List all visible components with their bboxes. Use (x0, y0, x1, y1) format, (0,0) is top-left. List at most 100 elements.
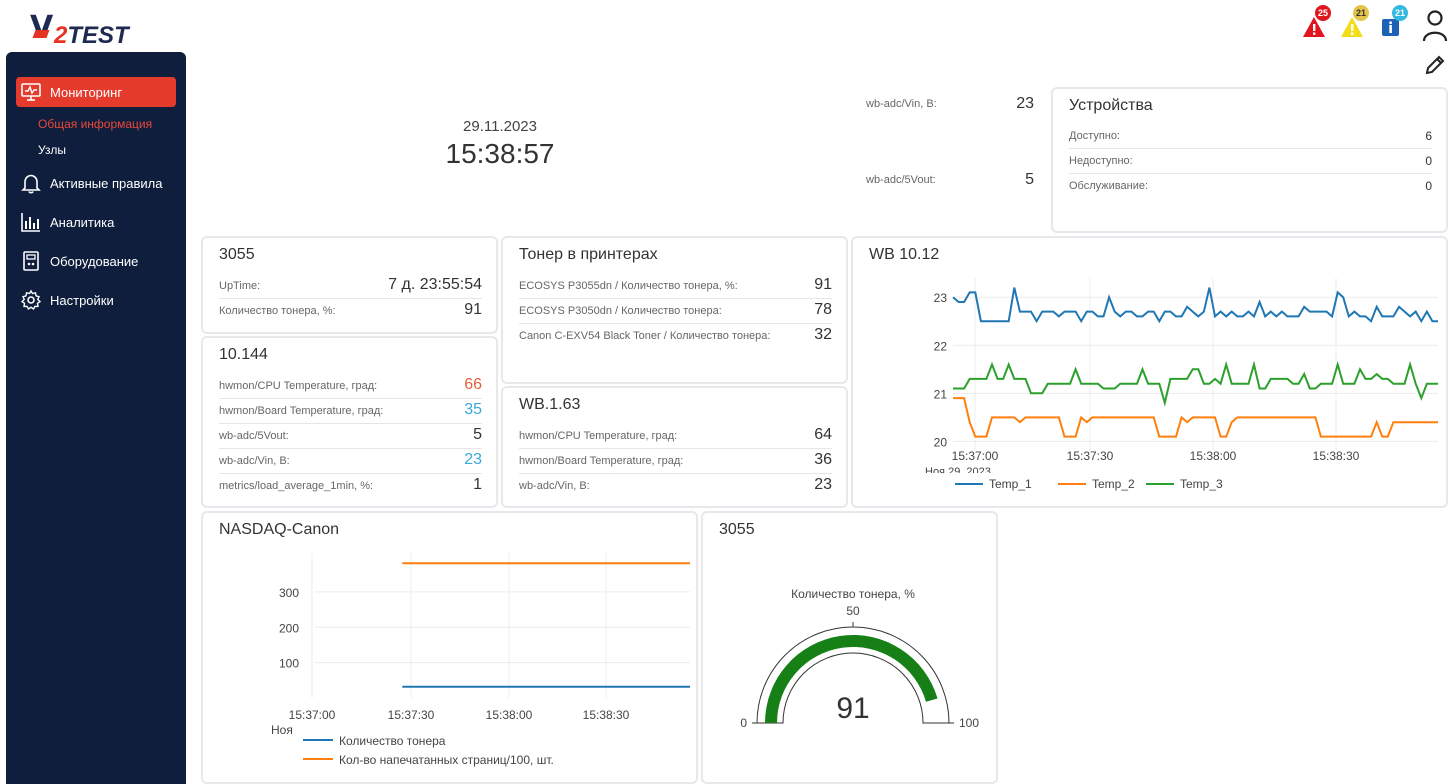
sidebar-item-active-rules[interactable]: Активные правила (16, 168, 176, 198)
x-tick-label: 15:38:00 (1190, 449, 1237, 463)
x-tick-label: 15:38:30 (1313, 449, 1360, 463)
sidebar-item-analytics[interactable]: Аналитика (16, 207, 176, 237)
table-row: wb-adc/Vin, В: 23 (219, 449, 482, 474)
x-tick-label: 15:38:30 (583, 708, 630, 722)
wb163-card: WB.1.63 hwmon/CPU Temperature, град: 64 h… (501, 386, 848, 508)
monitor-icon (21, 83, 41, 101)
user-icon (1422, 10, 1448, 42)
gauge-label: Количество тонера, % (791, 587, 915, 601)
sidebar-item-label: Мониторинг (50, 84, 123, 100)
clock-date: 29.11.2023 (463, 118, 537, 135)
table-row: wb-adc/Vin, В: 23 (519, 476, 832, 493)
series-line-temp_1 (952, 287, 1438, 324)
warning-yellow-icon (1341, 17, 1363, 37)
sidebar-item-equipment[interactable]: Оборудование (16, 246, 176, 276)
sidebar-item-label: Настройки (50, 292, 114, 308)
top-value-5vout: 5 (1025, 171, 1034, 188)
y-tick-label: 21 (934, 387, 948, 401)
table-row: hwmon/Board Temperature, град: 36 (519, 449, 832, 474)
y-tick-label: 22 (934, 339, 948, 353)
alert-info-badge: 21 (1392, 5, 1408, 21)
logo-v: V (30, 10, 54, 45)
alert-info-button[interactable]: 21 (1378, 5, 1408, 40)
alert-warning-button[interactable]: 21 (1339, 5, 1369, 40)
gauge-fill (765, 635, 938, 723)
table-row: hwmon/CPU Temperature, град: 64 (519, 424, 832, 449)
gauge-tick-label: 100 (959, 716, 979, 730)
sidebar-subitem-nodes[interactable]: Узлы (38, 143, 66, 157)
card-title: WB.1.63 (519, 396, 581, 413)
nasdaq-line-chart[interactable]: 100 200 300 15:37:00 15:37:30 15:38:00 15:38:3… (203, 513, 696, 782)
gauge-tick-label: 50 (846, 604, 860, 618)
sidebar-item-label: Аналитика (50, 214, 115, 230)
top-value-label-5vout: wb-adc/5Vout: (866, 174, 936, 186)
table-row: UpTime: 7 д. 23:55:54 (219, 274, 482, 299)
card-title: WB 10.12 (869, 246, 940, 263)
alert-warning-badge: 21 (1353, 5, 1369, 21)
y-tick-label: 100 (279, 657, 299, 671)
sidebar-item-label: Оборудование (50, 253, 139, 269)
legend-label: Кол-во напечатанных страниц/100, шт. (339, 753, 554, 767)
gauge-tick-label: 0 (740, 716, 747, 730)
info-icon (1382, 19, 1399, 36)
table-row: ECOSYS P3055dn / Количество тонера, %: 91 (519, 274, 832, 299)
table-row: metrics/load_average_1min, %: 1 (219, 476, 482, 493)
series-line-temp_3 (953, 360, 1438, 407)
warning-red-icon (1303, 17, 1325, 37)
legend-label: Temp_1 (989, 477, 1032, 491)
sidebar: Мониторинг Общая информация Узлы Активны… (6, 52, 186, 784)
bar-chart-icon (21, 213, 40, 232)
x-tick-label: 15:38:00 (486, 708, 533, 722)
card-title: NASDAQ-Canon (219, 521, 340, 538)
logo-text: 2TEST (54, 22, 129, 49)
alert-critical-badge: 25 (1315, 5, 1331, 21)
y-tick-label: 300 (279, 586, 299, 600)
devices-card: Устройства Доступно: 6 Недоступно: 0 Обслу… (1051, 87, 1448, 233)
user-profile-button[interactable] (1422, 8, 1448, 42)
device-icon (23, 251, 39, 271)
bell-icon (21, 174, 41, 194)
edit-dashboard-button[interactable] (1424, 54, 1446, 76)
y-tick-label: 20 (934, 435, 948, 449)
x-sub-label: Ноя 29, 2023 (271, 723, 343, 737)
card-title: 3055 (719, 521, 755, 538)
toner-gauge: 0 50 100 Количество тонера, % 91 (740, 587, 979, 730)
card-title: 3055 (219, 246, 255, 263)
wb1012-line-chart[interactable]: 20 21 22 23 15:37:00 15:37:30 15:38:00 15:38:30… (853, 238, 1446, 506)
toner-card: Тонер в принтерах ECOSYS P3055dn / Колич… (501, 236, 848, 384)
alert-critical-button[interactable]: 25 (1301, 5, 1331, 40)
gear-icon (20, 289, 42, 311)
logo-flag (32, 30, 50, 38)
y-tick-label: 200 (279, 621, 299, 635)
x-tick-label: 15:37:00 (289, 708, 336, 722)
table-row: hwmon/Board Temperature, град: 35 (219, 399, 482, 424)
card-title: 10.144 (219, 346, 268, 363)
table-row: Canon C-EXV54 Black Toner / Количество т… (519, 326, 832, 343)
card-title: Устройства (1069, 97, 1153, 114)
series-line-temp_2 (953, 397, 1438, 438)
sidebar-subitem-general[interactable]: Общая информация (38, 117, 153, 131)
card-title: Тонер в принтерах (519, 246, 658, 263)
app-logo[interactable]: V 2TEST (30, 10, 170, 49)
node-3055-card: 3055 UpTime: 7 д. 23:55:54 Количество тон… (201, 236, 498, 334)
table-row: hwmon/CPU Temperature, град: 66 (219, 374, 482, 399)
nasdaq-chart-card: NASDAQ-Canon 100 200 300 15:37:00 15:37:30 15… (201, 511, 698, 784)
devices-row-unavailable: Недоступно: 0 (1069, 149, 1432, 174)
legend-label: Temp_3 (1180, 477, 1223, 491)
sidebar-item-settings[interactable]: Настройки (16, 285, 176, 315)
x-sub-label: Ноя 29, 2023 (925, 466, 991, 478)
gauge-value: 91 (836, 692, 869, 725)
table-row: wb-adc/5Vout: 5 (219, 424, 482, 449)
legend-label: Количество тонера (339, 734, 446, 748)
y-tick-label: 23 (934, 291, 948, 305)
devices-row-available: Доступно: 6 (1069, 124, 1432, 149)
x-tick-label: 15:37:00 (952, 449, 999, 463)
pencil-icon (1425, 55, 1445, 75)
x-tick-label: 15:37:30 (1067, 449, 1114, 463)
top-value-label-vin: wb-adc/Vin, В: (866, 98, 937, 110)
wb1012-chart-card: WB 10.12 20 21 22 23 15:37:00 15:37:30 15:38:0… (851, 236, 1448, 508)
top-value-vin: 23 (1016, 95, 1034, 112)
toner-gauge-card: 3055 0 50 100 Количество тонера, % 91 (701, 511, 998, 784)
legend-label: Temp_2 (1092, 477, 1135, 491)
sidebar-item-monitoring[interactable]: Мониторинг (16, 77, 176, 107)
